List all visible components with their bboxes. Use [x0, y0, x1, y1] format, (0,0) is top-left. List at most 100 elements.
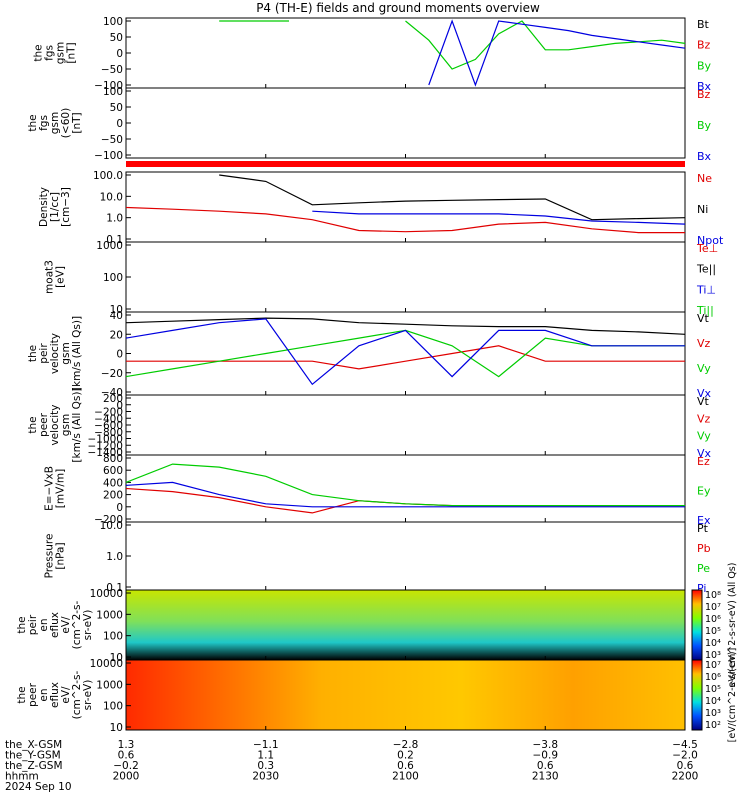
axis-row-label: the_X-GSM — [5, 739, 62, 751]
series-Ne — [125, 206, 685, 234]
axis-row-label: the_Y-GSM — [5, 750, 61, 762]
panel-frame — [125, 17, 686, 89]
plot-title: P4 (TH-E) fields and ground moments over… — [256, 1, 540, 15]
legend-By: By — [697, 59, 712, 72]
y-tick-label: 20 — [110, 329, 123, 341]
color-bar-tick: 10⁵ — [705, 684, 721, 695]
y-tick-label: −20 — [101, 368, 123, 380]
panel-fgs-gsm: 100 50 0 −50 −100 thefgsgsm[nT] Bt Bz By Bx — [33, 16, 712, 93]
y-tick-label: 40 — [110, 310, 123, 322]
legend-Bx: Bx — [697, 80, 712, 93]
legend-Pt: Pt — [697, 522, 709, 535]
series-Ex — [125, 481, 685, 508]
axis-value: 0.6 — [118, 750, 135, 762]
panel-frame — [125, 521, 686, 591]
color-bar-tick: 10² — [705, 720, 721, 731]
axis-value: 2000 — [113, 771, 140, 783]
y-axis-label: thepeervelocitygsm[km/s (All Qs)] — [27, 387, 83, 462]
y-axis-label: moat3[eV] — [44, 260, 67, 294]
axis-value: 2130 — [532, 771, 559, 783]
legend-Te⊥: Te⊥ — [696, 242, 718, 255]
y-tick-label: 200 — [103, 393, 123, 405]
y-tick-label: 0 — [116, 349, 123, 361]
color-bar-tick: 10⁵ — [705, 626, 721, 637]
series-Npot — [312, 210, 686, 225]
color-bar-tick: 10⁷ — [705, 660, 721, 671]
axis-value: 2030 — [252, 771, 279, 783]
y-axis-label: thepeerenefluxeV/(cm^2-s-sr-eV) — [16, 670, 94, 719]
y-tick-label: 10.0 — [100, 191, 123, 203]
color-bar-tick: 10⁴ — [705, 638, 721, 649]
y-tick-label: −100 — [94, 150, 123, 162]
legend-Vx: Vx — [697, 387, 712, 400]
series-Vy — [125, 329, 685, 378]
y-tick-label: 10 — [110, 304, 123, 316]
y-tick-label: 400 — [103, 477, 123, 489]
y-tick-label: 100 — [103, 86, 123, 98]
legend-Vz: Vz — [697, 337, 711, 350]
legend-Ti⊥: Ti⊥ — [696, 283, 716, 296]
separator-bar — [126, 161, 685, 167]
y-tick-label: 10 — [110, 652, 123, 664]
series-Ni — [219, 174, 686, 221]
y-tick-label: 200 — [103, 490, 123, 502]
legend-Te||: Te|| — [696, 263, 716, 276]
legend-Ez: Ez — [697, 455, 710, 468]
legend-Bz: Bz — [697, 39, 711, 52]
legend-Pb: Pb — [697, 542, 711, 555]
axis-value: 2200 — [672, 771, 699, 783]
y-tick-label: 0 — [116, 48, 123, 60]
y-axis-label: E=−VxB[mV/m] — [44, 466, 67, 511]
legend-Npot: Npot — [697, 234, 724, 247]
panel-temperature: 1000 100 10 moat3[eV] Te⊥ Te|| Ti⊥ Ti|| — [44, 240, 719, 317]
y-tick-label: 10.0 — [100, 520, 123, 532]
y-tick-label: 600 — [103, 465, 123, 477]
y-tick-label: 10000 — [90, 588, 123, 600]
legend-Vy: Vy — [697, 430, 711, 443]
axis-value: 1.3 — [118, 739, 135, 751]
series-Vx — [125, 318, 685, 386]
panel-fgs-gsm-zoom: 100 50 0 −50 −100 thefgsgsm(<60)[nT] Bz By Bx — [27, 86, 712, 163]
color-bar-label: eV/(cm^2-s-sr-eV) (All Qs) — [727, 563, 738, 688]
y-tick-label: −1400 — [87, 447, 123, 459]
axis-value: 0.3 — [257, 760, 274, 772]
axis-value: 0.6 — [397, 760, 414, 772]
axis-value: −0.2 — [113, 760, 139, 772]
panel-frame — [125, 87, 686, 159]
y-axis-label: thepeirenefluxeV/(cm^2-s-sr-eV) — [16, 600, 94, 649]
color-bar — [691, 589, 703, 661]
y-tick-label: −800 — [94, 427, 123, 439]
panel-pressure: 10.0 1.0 0.1 Pressure[nPa] Pt Pb Pe Pi — [44, 520, 711, 595]
panel-peer-velocity: 2000−200−400−600−800−1000−1200−1400 thepe… — [27, 387, 712, 462]
y-axis-label: thefgsgsm[nT] — [33, 42, 78, 64]
color-bar-tick: 10⁶ — [705, 672, 721, 683]
legend-Bt: Bt — [697, 18, 710, 31]
panel-peir-velocity: 40 20 0 −20 −40 thepeirvelocitygsm[km/s (All … — [27, 310, 712, 400]
y-tick-label: −200 — [94, 407, 123, 419]
y-tick-label: 0 — [116, 400, 123, 412]
y-tick-label: 0 — [116, 502, 123, 514]
legend-Bx: Bx — [697, 150, 712, 163]
spectrogram-peir — [126, 590, 685, 660]
y-tick-label: −50 — [101, 134, 123, 146]
legend-Vt: Vt — [697, 312, 710, 325]
y-tick-label: −600 — [94, 420, 123, 432]
panel-frame — [125, 454, 686, 523]
y-axis-label: Pressure[nPa] — [44, 534, 67, 579]
spectrogram-peer — [126, 660, 685, 730]
legend-Pe: Pe — [697, 562, 710, 575]
axis-value: 0.6 — [677, 760, 694, 772]
axis-value: −1.1 — [253, 739, 279, 751]
y-tick-label: 1000 — [96, 679, 123, 691]
axis-row-label: hhmm — [5, 771, 39, 783]
color-bar-tick: 10⁴ — [705, 696, 721, 707]
y-axis-label: thepeirvelocitygsm[km/s (All Qs)] — [27, 316, 83, 391]
y-tick-label: 0.1 — [106, 582, 123, 594]
panel-frame — [125, 394, 686, 456]
y-tick-label: −1000 — [87, 434, 123, 446]
legend-Ni: Ni — [697, 203, 708, 216]
legend-Vy: Vy — [697, 362, 711, 375]
legend-Vx: Vx — [697, 447, 712, 460]
y-tick-label: 50 — [110, 32, 123, 44]
